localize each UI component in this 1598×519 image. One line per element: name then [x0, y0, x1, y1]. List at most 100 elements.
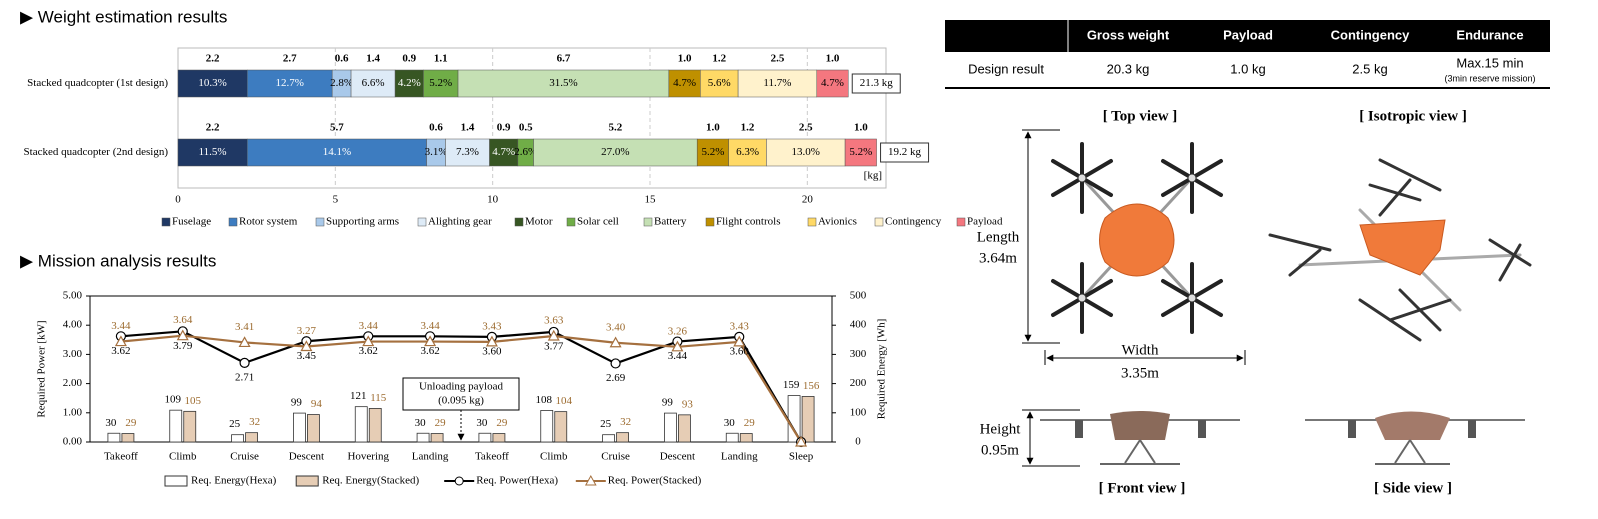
section-heading: ▶ Weight estimation results	[20, 7, 227, 26]
value-label: 2.2	[206, 122, 220, 134]
value-label: 99	[291, 397, 303, 409]
marker	[424, 335, 437, 347]
dimension-label: Width	[1122, 342, 1159, 358]
view-label: [ Front view ]	[1099, 480, 1186, 496]
value-label: 94	[311, 398, 323, 410]
section-heading: ▶ Mission analysis results	[20, 251, 216, 270]
marker	[238, 336, 251, 348]
x-tick-label: Cruise	[230, 451, 259, 463]
marker	[362, 335, 375, 347]
value-label: 3.45	[297, 350, 317, 362]
y2-tick-label: 200	[850, 377, 867, 389]
percent-label: 13.0%	[792, 146, 820, 158]
bar-segment	[700, 69, 739, 98]
result-table: Gross weight Payload Contingency Enduran…	[945, 20, 1550, 89]
percent-label: 11.5%	[199, 146, 227, 158]
legend-swatch	[705, 217, 715, 227]
value-label: 3.44	[668, 350, 688, 362]
side-view-drawing	[1305, 411, 1525, 465]
y2-tick-label: 0	[855, 436, 861, 448]
x-tick-label: 0	[175, 194, 181, 206]
dimension-label: Height	[980, 421, 1022, 437]
value-label: 25	[229, 418, 241, 430]
value-label: 3.79	[173, 340, 193, 352]
percent-label: 4.2%	[398, 77, 421, 89]
value-label: 32	[620, 416, 631, 428]
value-label: 25	[600, 418, 612, 430]
value-label: 3.43	[730, 320, 750, 332]
value-label: 3.63	[544, 315, 564, 327]
bar-segment	[177, 138, 248, 167]
value-label: 3.62	[111, 345, 130, 357]
x-tick-label: Cruise	[601, 451, 630, 463]
value-label: 3.60	[730, 345, 750, 357]
value-label: 3.41	[235, 321, 254, 333]
bar-segment	[737, 69, 818, 98]
value-label: 2.71	[235, 371, 254, 383]
bar	[307, 414, 320, 443]
total-label: 19.2 kg	[888, 146, 922, 158]
bar-segment	[489, 138, 519, 167]
value-label: 3.62	[359, 345, 378, 357]
legend-swatch	[643, 217, 653, 227]
value-label: 3.64	[173, 314, 193, 326]
bar-segment	[177, 69, 248, 98]
legend-swatch	[807, 217, 817, 227]
value-label: 5.7	[330, 122, 344, 134]
bar-segment	[816, 69, 849, 98]
category-label: Stacked quadcopter (2nd design)	[24, 146, 169, 158]
legend-swatch	[566, 217, 576, 227]
value-label: 30	[724, 417, 736, 429]
value-label: 2.69	[606, 372, 626, 384]
top-view-drawing	[1051, 142, 1223, 334]
marker	[671, 340, 684, 352]
bar-segment	[457, 69, 670, 98]
total-label: 21.3 kg	[860, 77, 894, 89]
value-label: 1.0	[706, 122, 720, 134]
marker	[300, 340, 313, 352]
legend-swatch	[315, 217, 325, 227]
bar	[787, 395, 801, 443]
value-label: 115	[370, 392, 387, 404]
annotation: (0.095 kg)	[438, 395, 484, 407]
legend-marker	[584, 474, 597, 486]
percent-label: 3.1%	[425, 146, 448, 158]
bar	[602, 434, 615, 443]
bar-segment	[533, 138, 698, 167]
value-label: 0.6	[335, 53, 349, 65]
x-tick-label: Takeoff	[104, 451, 138, 463]
value-label: 29	[125, 417, 137, 429]
percent-label: 7.3%	[456, 146, 479, 158]
percent-label: 2.6%	[514, 146, 537, 158]
table-cell: 20.3 kg	[1107, 61, 1150, 76]
y2-tick-label: 400	[850, 319, 867, 331]
bar	[492, 433, 506, 443]
value-label: 3.44	[420, 320, 440, 332]
legend-label: Req. Power(Hexa)	[476, 475, 558, 487]
y-axis-label: Required Power [kW]	[36, 320, 48, 417]
bar-segment	[423, 69, 459, 98]
legend-label: Solar cell	[577, 216, 619, 228]
view-label: [ Isotropic view ]	[1359, 108, 1467, 124]
value-label: 5.2	[609, 122, 623, 134]
isotropic-view-drawing	[1268, 158, 1532, 342]
value-label: 156	[803, 380, 820, 392]
legend-label: Avionics	[818, 216, 857, 228]
value-label: 3.62	[420, 345, 439, 357]
x-axis-label: [kg]	[864, 170, 882, 182]
value-label: 29	[744, 417, 756, 429]
legend-label: Contingency	[885, 216, 942, 228]
legend-label: Flight controls	[716, 216, 780, 228]
value-label: 30	[105, 417, 117, 429]
bar-segment	[350, 69, 396, 98]
bar	[231, 434, 244, 443]
legend-swatch	[874, 217, 884, 227]
value-label: 3.77	[544, 340, 564, 352]
total-box	[851, 73, 901, 94]
value-label: 159	[783, 379, 800, 391]
dimension-value: 0.95m	[981, 442, 1019, 458]
x-tick-label: Climb	[540, 451, 568, 463]
bar	[430, 433, 444, 443]
table-note: (3min reserve mission)	[1444, 73, 1535, 83]
table-header: Contingency	[1331, 27, 1410, 42]
